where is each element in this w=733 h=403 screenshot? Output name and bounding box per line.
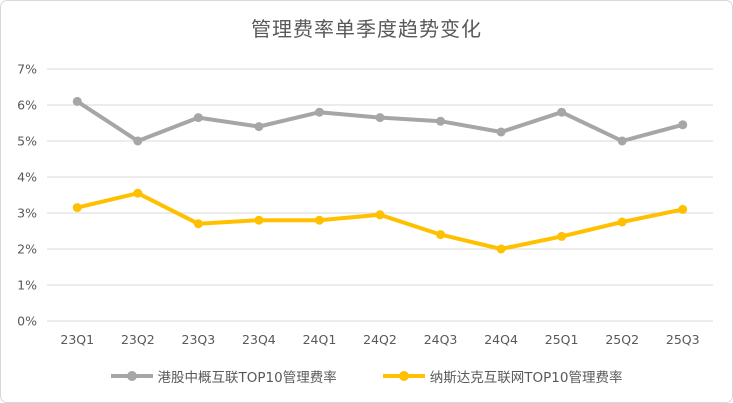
- data-point-marker: [436, 116, 446, 126]
- x-tick-label: 24Q3: [424, 332, 458, 347]
- legend-label-nasdaq-top10: 纳斯达克互联网TOP10管理费率: [429, 370, 623, 386]
- x-tick-label: 23Q3: [182, 332, 216, 347]
- y-tick-label: 4%: [17, 170, 37, 185]
- data-point-marker: [617, 136, 627, 146]
- data-point-marker: [557, 107, 567, 117]
- y-tick-label: 6%: [17, 98, 37, 113]
- data-point-marker: [496, 244, 506, 254]
- data-point-marker: [375, 113, 385, 123]
- data-point-marker: [314, 107, 324, 117]
- y-tick-label: 0%: [17, 314, 37, 329]
- data-point-marker: [133, 188, 143, 198]
- data-point-marker: [254, 215, 264, 225]
- series-line-1: [75, 191, 685, 251]
- y-tick-label: 3%: [17, 206, 37, 221]
- legend-label-hk-top10: 港股中概互联TOP10管理费率: [157, 370, 337, 386]
- data-point-marker: [557, 231, 567, 241]
- data-point-marker: [678, 204, 688, 214]
- data-point-marker: [254, 122, 264, 132]
- data-point-marker: [436, 230, 446, 240]
- x-tick-label: 23Q2: [121, 332, 155, 347]
- y-tick-label: 7%: [17, 62, 37, 77]
- data-point-marker: [314, 215, 324, 225]
- y-tick-label: 2%: [17, 242, 37, 257]
- x-tick-label: 25Q1: [545, 332, 579, 347]
- legend-item-nasdaq-top10: 纳斯达克互联网TOP10管理费率: [382, 366, 623, 386]
- y-tick-label: 5%: [17, 134, 37, 149]
- data-point-marker: [133, 136, 143, 146]
- data-point-marker: [375, 210, 385, 220]
- chart-title: 管理费率单季度趋势变化: [251, 17, 482, 41]
- x-tick-label: 24Q4: [484, 332, 518, 347]
- x-tick-label: 25Q2: [605, 332, 639, 347]
- legend-marker-line-icon: [110, 371, 153, 381]
- y-tick-label: 1%: [17, 278, 37, 293]
- chart-legend: 港股中概互联TOP10管理费率 纳斯达克互联网TOP10管理费率: [1, 366, 732, 386]
- data-point-marker: [72, 203, 82, 213]
- legend-item-hk-top10: 港股中概互联TOP10管理费率: [110, 366, 337, 386]
- data-point-marker: [617, 217, 627, 227]
- data-point-marker: [193, 219, 203, 229]
- data-point-marker: [678, 120, 688, 130]
- x-tick-label: 23Q4: [242, 332, 276, 347]
- x-tick-label: 23Q1: [60, 332, 94, 347]
- legend-marker-line-icon: [382, 371, 425, 381]
- data-point-marker: [496, 127, 506, 137]
- x-tick-label: 24Q2: [363, 332, 397, 347]
- x-tick-label: 25Q3: [666, 332, 700, 347]
- x-tick-label: 24Q1: [303, 332, 337, 347]
- data-point-marker: [193, 113, 203, 123]
- data-point-marker: [72, 96, 82, 106]
